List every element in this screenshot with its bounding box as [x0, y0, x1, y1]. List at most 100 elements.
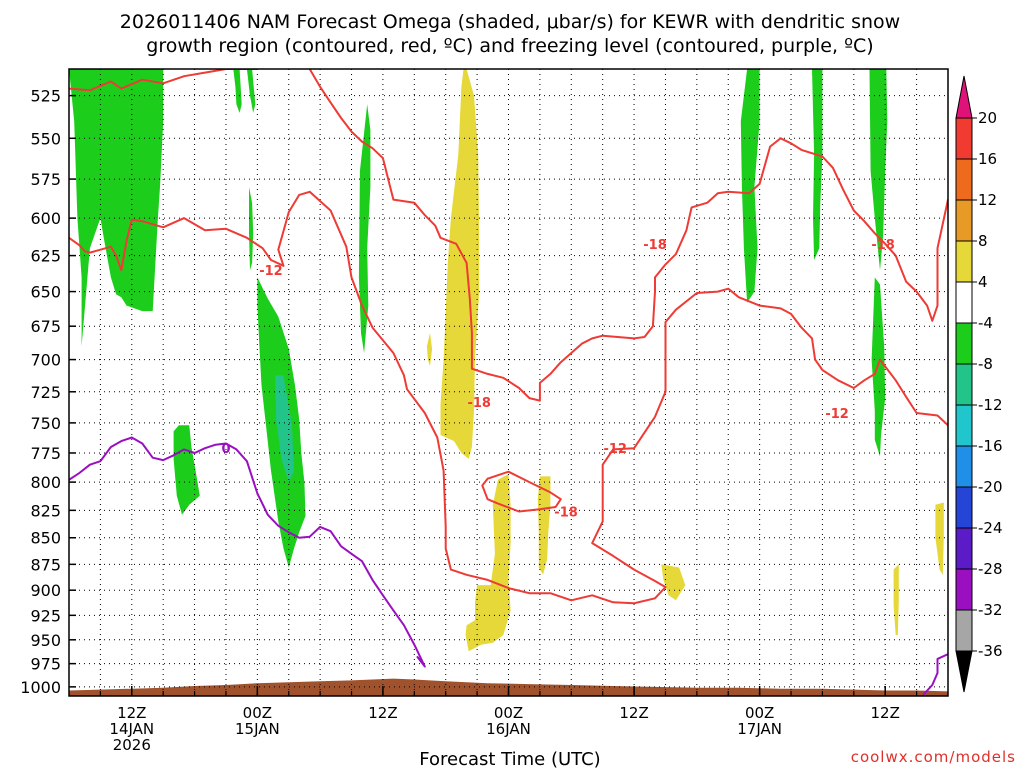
credit-text: coolwx.com/models	[851, 748, 1016, 766]
shade-teal-core-20h	[275, 375, 294, 483]
chart-title-line2: growth region (contoured, red, ºC) and f…	[146, 35, 873, 57]
shade-green-plume-65h	[740, 69, 760, 303]
colorbar-label-13: -36	[978, 642, 1003, 660]
contour-labels: -12 -18 -18 -12 -18 -12 -18 0	[221, 238, 894, 521]
contour-label-6: -18	[871, 238, 895, 253]
colorbar-label-1: 16	[978, 150, 997, 168]
ytick-label-625: 625	[30, 247, 61, 266]
shade-green-band-02h	[96, 69, 110, 187]
xtick-label-18-2: 15JAN	[235, 720, 280, 738]
colorbar-label-7: -12	[978, 396, 1003, 414]
ytick-label-675: 675	[30, 317, 61, 336]
contour-freezing-level	[69, 436, 426, 668]
ytick-label-575: 575	[30, 170, 61, 189]
ytick-label-750: 750	[30, 414, 61, 433]
colorbar-label-5: -4	[978, 314, 993, 332]
contour-label-5: -12	[825, 407, 849, 422]
xtick-label-30-1: 12Z	[368, 704, 397, 722]
colorbar-label-6: -8	[978, 355, 993, 373]
shade-green-band-76h	[859, 69, 888, 271]
ytick-label-650: 650	[30, 283, 61, 302]
ytick-label-1000: 1000	[20, 678, 61, 697]
ytick-label-950: 950	[30, 631, 61, 650]
ytick-label-600: 600	[30, 209, 61, 228]
ytick-label-975: 975	[30, 655, 61, 674]
xtick-label-66-2: 17JAN	[737, 720, 782, 738]
xtick-label-6-2: 14JAN	[109, 720, 154, 738]
shade-yellow-sliver-79h	[893, 564, 899, 635]
ytick-label-825: 825	[30, 501, 61, 520]
colorbar-bin-3	[955, 240, 973, 283]
chart-title-line1: 2026011406 NAM Forecast Omega (shaded, μ…	[120, 11, 900, 33]
colorbar-bin-0	[955, 117, 973, 160]
ytick-label-700: 700	[30, 351, 61, 370]
shade-green-strip-77h	[871, 277, 886, 457]
colorbar-bin-4	[955, 281, 973, 324]
shade-yellow-blob-57h	[661, 564, 686, 601]
ytick-label-900: 900	[30, 581, 61, 600]
colorbar-bin-8	[955, 445, 973, 488]
contour-label-4: -18	[643, 238, 667, 253]
colorbar-bin-7	[955, 404, 973, 447]
contour-label-7: 0	[221, 442, 230, 457]
shade-green-spot-10h	[173, 425, 200, 515]
contour-minus18-main	[308, 69, 948, 402]
contour-label-3: -12	[603, 442, 627, 457]
contour-freezing-level-right	[922, 653, 948, 696]
colorbar-label-2: 12	[978, 191, 997, 209]
y-axis-ticks: 525 550 575 600 625 650 675 700 725 750 775 800 825 8…	[20, 87, 76, 697]
ytick-label-850: 850	[30, 529, 61, 548]
colorbar-bin-2	[955, 199, 973, 242]
ytick-label-875: 875	[30, 555, 61, 574]
shade-green-strip-72h	[812, 69, 823, 260]
xtick-label-42-1: 00Z	[494, 704, 523, 722]
shade-green-strip-16h	[233, 69, 242, 113]
ytick-label-725: 725	[30, 383, 61, 402]
colorbar-label-0: 20	[978, 109, 997, 127]
colorbar-label-10: -24	[978, 519, 1003, 537]
ytick-label-775: 775	[30, 444, 61, 463]
shade-yellow-strip-45h	[537, 476, 551, 575]
colorbar: 20 16 12 8 4 -4 -8 -12 -16 -20 -24 -28 -32 -36	[955, 75, 1003, 693]
contour-label-0: -12	[259, 264, 283, 279]
contour-minus18-lower	[481, 470, 562, 513]
contour-label-1: -18	[467, 396, 491, 411]
ytick-label-800: 800	[30, 473, 61, 492]
x-axis-label: Forecast Time (UTC)	[419, 749, 600, 768]
colorbar-bin-5	[955, 322, 973, 365]
xtick-label-42-2: 16JAN	[486, 720, 531, 738]
colorbar-label-12: -32	[978, 601, 1003, 619]
colorbar-bin-10	[955, 527, 973, 570]
shade-yellow-sliver-83h	[935, 502, 944, 575]
colorbar-label-3: 8	[978, 232, 988, 250]
colorbar-bin-9	[955, 486, 973, 529]
shade-green-strip-18h	[249, 187, 254, 271]
colorbar-label-9: -20	[978, 478, 1003, 496]
contour-label-2: -18	[554, 505, 578, 520]
contour-minus12-upper	[69, 190, 948, 605]
xtick-label-54-1: 12Z	[619, 704, 648, 722]
xtick-label-18-1: 00Z	[243, 704, 272, 722]
shade-yellow-plume-38h	[440, 69, 480, 459]
shade-yellow-dot-34h	[426, 333, 433, 367]
colorbar-bottom-arrow	[955, 650, 973, 693]
ytick-label-525: 525	[30, 87, 61, 106]
shade-green-strip-29h	[358, 104, 371, 353]
shade-green-strip-17h	[246, 69, 256, 113]
ytick-label-550: 550	[30, 129, 61, 148]
contour-minus18-upper	[69, 69, 259, 92]
colorbar-label-11: -28	[978, 560, 1003, 578]
colorbar-bin-12	[955, 609, 973, 652]
shade-yellow-column-41h	[465, 474, 511, 652]
xtick-label-66-1: 00Z	[745, 704, 774, 722]
colorbar-bin-1	[955, 158, 973, 201]
colorbar-label-4: 4	[978, 273, 988, 291]
colorbar-top-arrow	[955, 75, 973, 119]
colorbar-label-8: -16	[978, 437, 1003, 455]
xtick-label-6-3: 2026	[113, 736, 151, 754]
xtick-label-6-1: 12Z	[117, 704, 146, 722]
ytick-label-925: 925	[30, 606, 61, 625]
colorbar-bin-11	[955, 568, 973, 611]
